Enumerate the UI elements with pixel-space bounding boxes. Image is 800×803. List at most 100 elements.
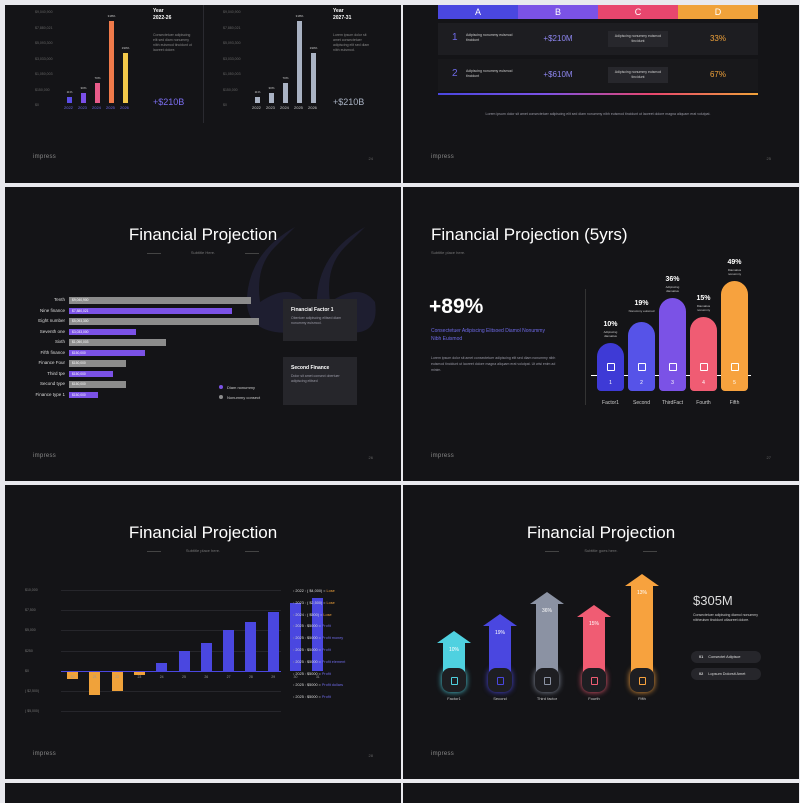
bar: [69, 328, 136, 335]
legend-text: 2025 : $5000 =: [295, 636, 322, 641]
x-tick-label: 26: [204, 674, 209, 679]
bar: [67, 670, 78, 679]
y-tick-label: $5,093,300: [35, 41, 53, 45]
gridline: [61, 711, 281, 713]
bar-label: 70%: [94, 75, 101, 80]
x-tick-label: 22: [115, 674, 120, 679]
table-header: D: [678, 5, 758, 19]
bar-value-label: $150,000: [72, 382, 86, 387]
option-label: Lopsum Dolorsit Amet: [708, 672, 746, 676]
y-tick-label: $150,000: [223, 87, 238, 92]
row-desc: Adipiscing nonummy euismod tincidunt: [608, 31, 668, 47]
slide-subtitle: Subtitle goes here.: [584, 548, 618, 553]
pill-percent: 15%: [696, 295, 711, 303]
y-tick-label: $150,000: [35, 87, 50, 92]
bar-category-label: Third tpe: [47, 370, 65, 376]
x-tick-label: 2022: [252, 105, 261, 110]
table-header: A: [438, 5, 518, 19]
row-number: 1: [452, 32, 458, 43]
bar-value-label: $150,000: [72, 350, 86, 355]
bar: [69, 297, 252, 304]
option-pill: 02 Lopsum Dolorsit Amet: [691, 668, 761, 680]
bar-label: 318%: [107, 13, 116, 18]
info-box-2: Second Finance Dolor sit amet consect ob…: [283, 357, 357, 405]
bar: [267, 611, 279, 671]
arrow-shaft: [631, 586, 653, 672]
data-table: A B C D 1 Adipiscing nonummy euismod tincidun…: [438, 5, 758, 95]
arrow-label: Second: [493, 696, 507, 701]
pill-label: Second: [633, 400, 650, 406]
legend-label: Diam nonummy: [227, 384, 256, 390]
y-tick-label: $3,033,000: [223, 56, 241, 61]
legend-item: • 2025 : $5000 = Profit: [293, 695, 331, 699]
bar-value-label: $1,050,003: [72, 340, 89, 345]
pill-sub: Nonummy euismod: [628, 309, 655, 314]
slide-27[interactable]: Financial Projection (5yrs) Subtitle pla…: [403, 187, 799, 481]
slide-26[interactable]: Financial Projection Subtitle Here. Tent…: [5, 187, 401, 481]
arrow-label: Fourth: [588, 696, 600, 701]
y-tick-label: $0: [25, 668, 29, 673]
arrow-icon: [497, 677, 504, 685]
slide-title: Financial Projection: [128, 225, 278, 244]
pill-number: 3: [671, 380, 674, 386]
legend-item: • 2024 : ( $500) = Lose: [293, 613, 332, 617]
slide-28[interactable]: Financial Projection Subtitle place here…: [5, 485, 401, 779]
x-tick-label: 27: [226, 674, 231, 679]
slide-30-partial[interactable]: [5, 783, 401, 803]
legend-tag: Profit element: [321, 659, 346, 664]
footnote: Lorem ipsum dolor sit amet consectetuer …: [485, 112, 711, 116]
bar-label: 190%: [121, 45, 130, 50]
x-tick-label: 20: [70, 674, 75, 679]
bar: [133, 670, 145, 675]
arrow-percent: 13%: [636, 590, 647, 596]
gridline: [61, 691, 281, 692]
bar-category-label: Second type: [39, 381, 65, 386]
slide-25[interactable]: A B C D 1 Adipiscing nonummy euismod tincidun…: [403, 5, 799, 183]
bar: [69, 360, 126, 367]
slide-29[interactable]: Financial Projection Subtitle goes here.…: [403, 485, 799, 779]
legend-tag: Profit dollars: [321, 683, 343, 688]
legend-tag: Lose: [323, 612, 332, 617]
slide-24[interactable]: $9,040,900 $7,880,021 $5,093,300 $3,033,000…: [5, 5, 401, 183]
legend-item: • 2025 : $5000 = Profit element: [293, 660, 345, 664]
bar-category-label: Eight number: [38, 318, 65, 323]
legend-bullet: •: [293, 659, 296, 664]
x-tick-label: 30: [293, 674, 298, 679]
bar-value-label: $3,033,000: [72, 329, 89, 334]
highlight-text: Consectetuer Adipiscing Elitsoed Diamol …: [431, 328, 545, 342]
bar: [178, 650, 190, 671]
arrow-head: [530, 591, 564, 604]
page-number: 24: [368, 156, 373, 161]
total-value: +$210B: [153, 97, 185, 107]
description: Lorem ipsum dolor sit amet consectetuer …: [431, 356, 556, 372]
bar-value-label: $7,880,021: [72, 308, 89, 313]
legend-tag: Profit: [321, 695, 331, 700]
bar: [69, 349, 145, 356]
slide-31-partial[interactable]: [403, 783, 799, 803]
info-box-title: Second Finance: [291, 365, 330, 371]
arrow-icon-tile: [535, 668, 559, 692]
bar-value-label: $150,000: [72, 371, 86, 376]
x-tick-label: 2025: [106, 105, 115, 110]
bar: [95, 82, 100, 103]
x-tick-label: 29: [271, 674, 276, 679]
logo: impress: [33, 453, 57, 459]
legend-bullet: •: [293, 636, 296, 641]
legend-dot: [219, 385, 223, 389]
bar-label: 11%: [254, 90, 261, 95]
bar: [297, 20, 302, 103]
legend-text: 2025 : $5000 =: [295, 683, 322, 688]
arrow-icon: [544, 677, 551, 685]
legend-tag: Profit: [321, 671, 331, 676]
pill-icon: [731, 363, 739, 371]
legend-bullet: •: [293, 600, 296, 605]
legend-tag: Lose: [326, 600, 335, 605]
pill-sub: Adipiscing diamatius: [665, 285, 680, 294]
bar-category-label: Nine finance: [39, 307, 65, 313]
legend-item: • 2025 : $5000 = Profit: [293, 624, 331, 628]
pill-bar: [659, 298, 686, 391]
legend-bullet: •: [293, 695, 296, 700]
pill-number: 2: [640, 380, 643, 386]
year-label: Year: [153, 8, 164, 14]
gridline: [61, 610, 281, 612]
